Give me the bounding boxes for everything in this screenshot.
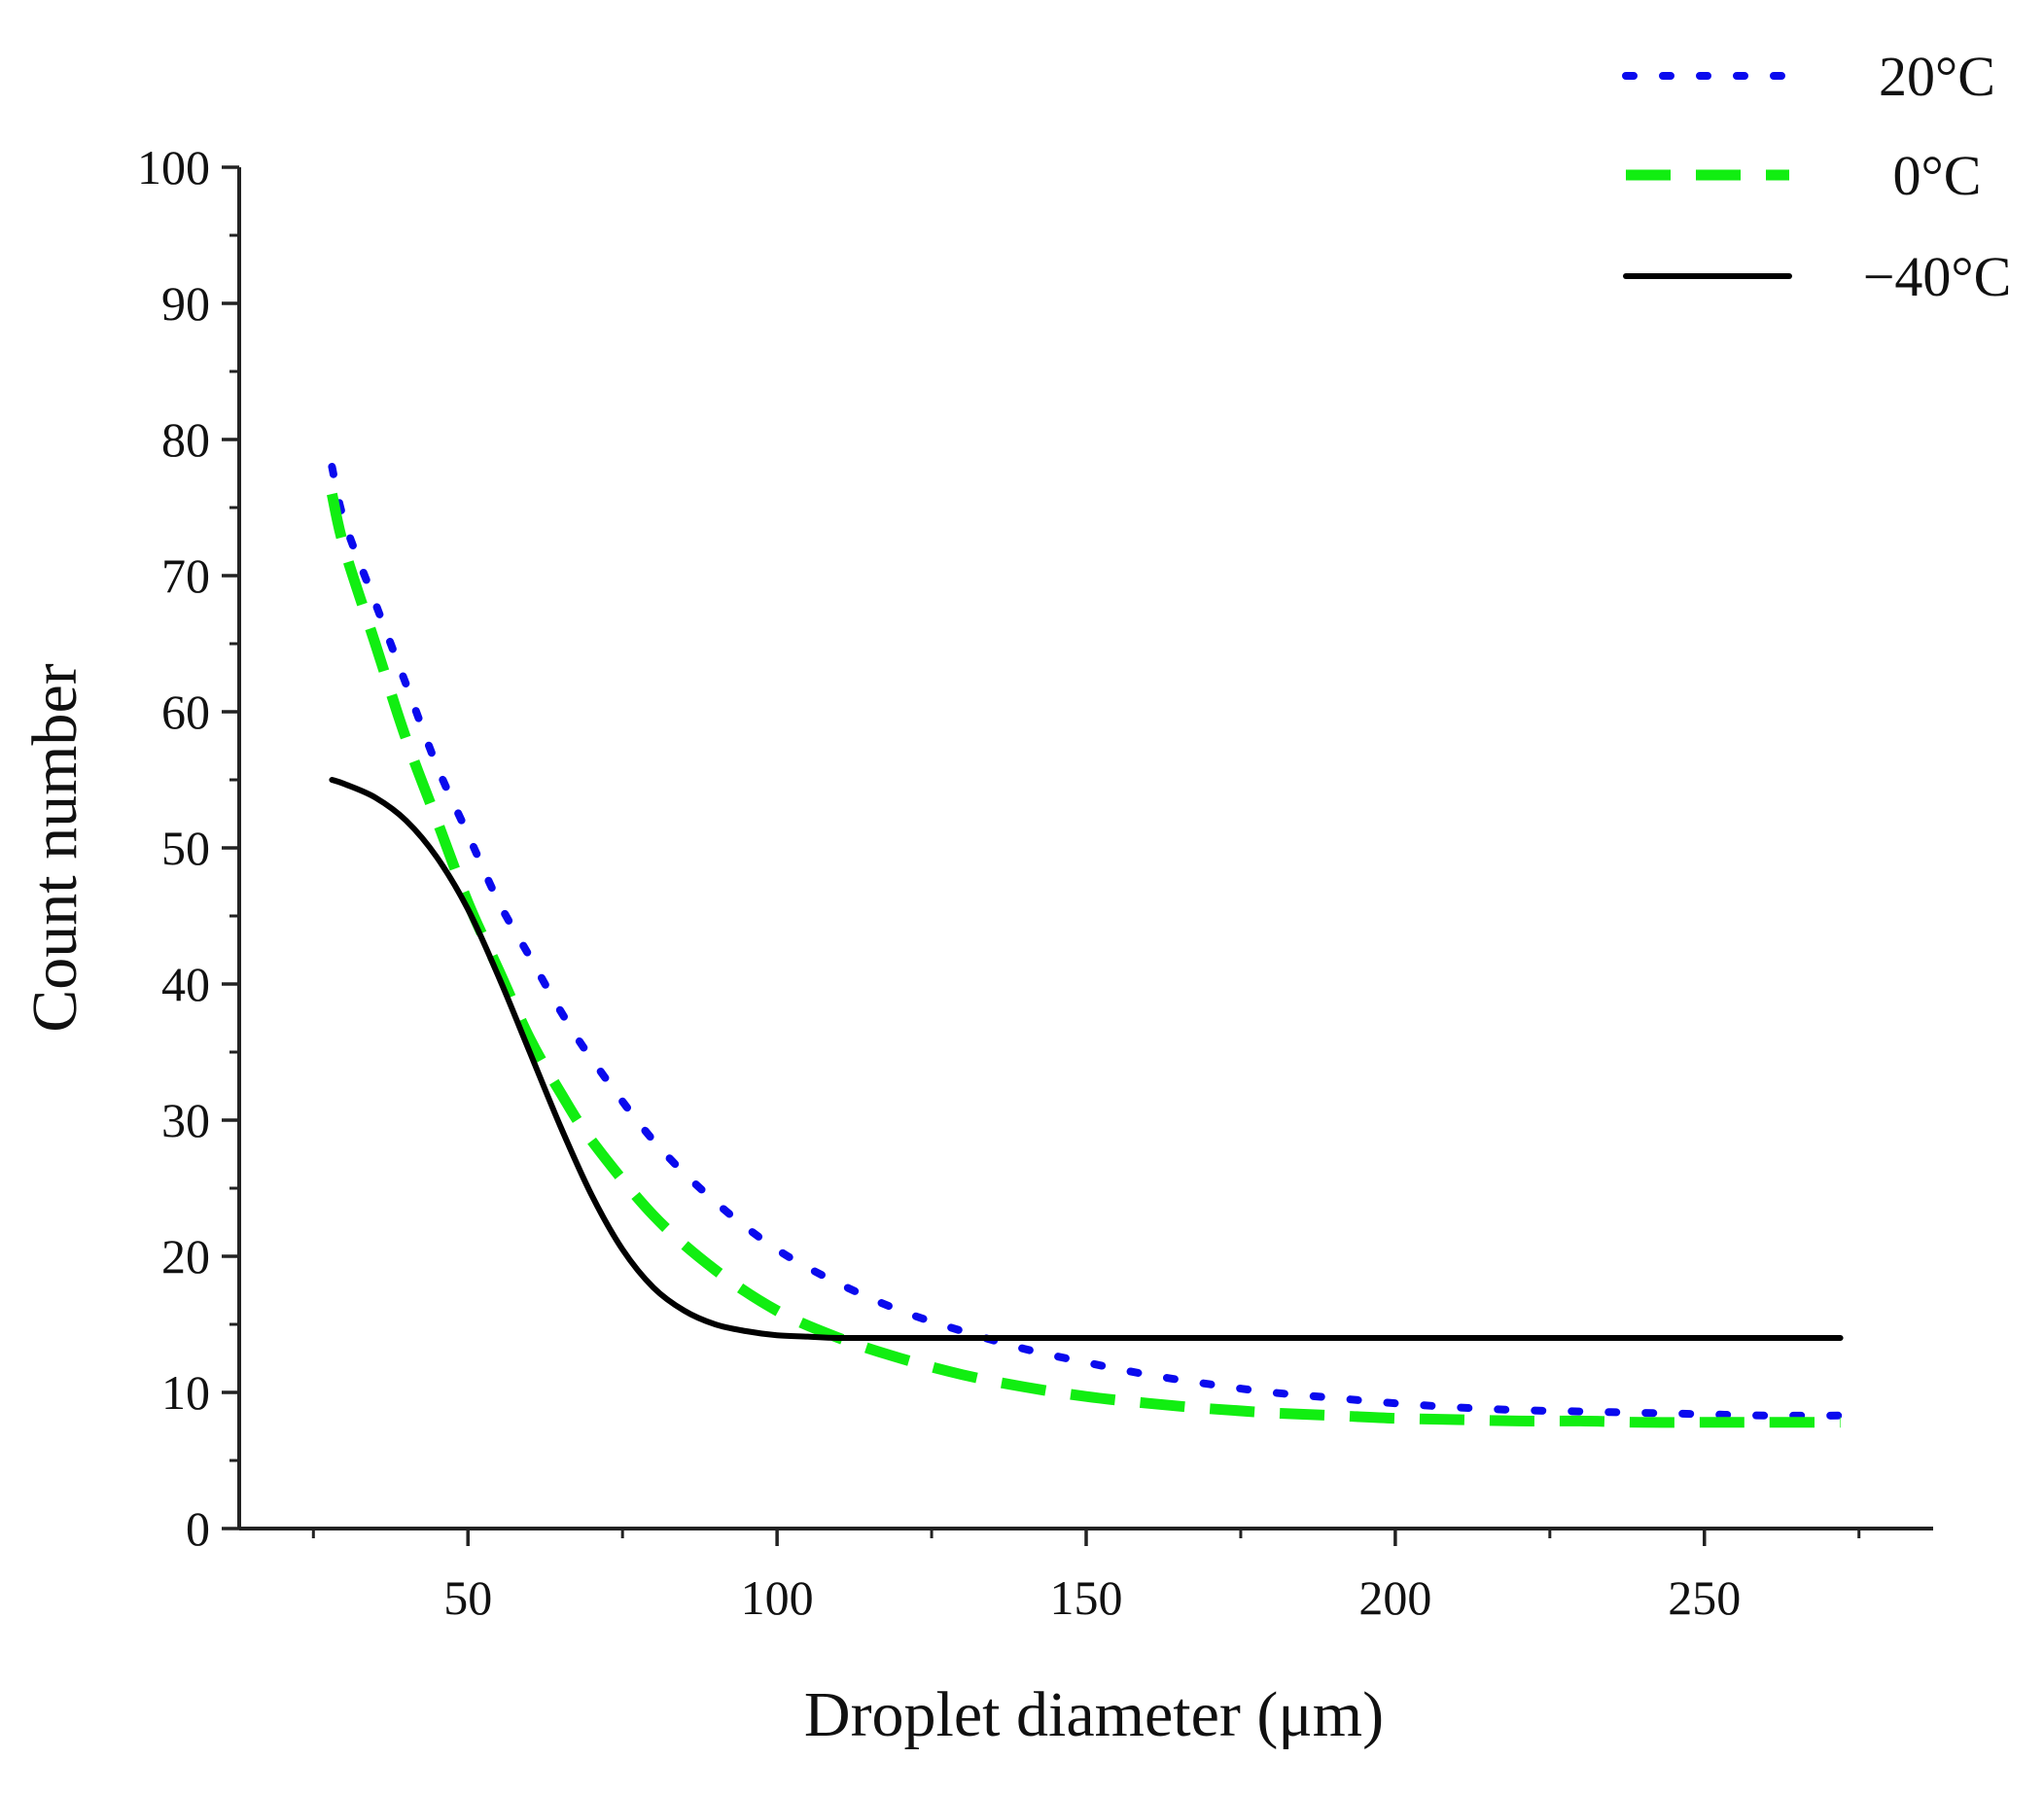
plot-area: [327, 463, 1845, 1428]
legend-label-0: 20°C: [1879, 45, 1995, 108]
legend: 20°C 0°C −40°C: [1622, 45, 2012, 308]
series-line-0: [328, 463, 1845, 1420]
series-line-2: [329, 777, 1844, 1342]
y-tick-label: 30: [161, 1093, 210, 1147]
x-tick-label: 50: [443, 1570, 492, 1625]
x-tick-label: 200: [1358, 1570, 1431, 1625]
y-axis-title: Count number: [19, 663, 90, 1032]
y-tick-label: 70: [161, 548, 210, 603]
y-tick-label: 100: [137, 140, 210, 194]
legend-label-1: 0°C: [1893, 144, 1982, 207]
y-tick-label: 50: [161, 821, 210, 875]
y-tick-label: 60: [161, 685, 210, 739]
x-tick-label: 250: [1668, 1570, 1741, 1625]
y-tick-label: 0: [186, 1501, 210, 1556]
y-tick-label: 20: [161, 1229, 210, 1284]
y-tick-label: 40: [161, 957, 210, 1011]
y-tick-label: 90: [161, 276, 210, 331]
axes: 0 10 20 30 40 50 60 70 80 90 100 50 100 150 200 250: [137, 140, 1933, 1625]
legend-label-2: −40°C: [1863, 245, 2012, 308]
x-tick-label: 150: [1050, 1570, 1123, 1625]
x-tick-label: 100: [741, 1570, 814, 1625]
y-tick-label: 10: [161, 1365, 210, 1420]
y-tick-label: 80: [161, 412, 210, 467]
x-axis-title: Droplet diameter (μm): [804, 1679, 1384, 1750]
series-line-1: [327, 492, 1841, 1428]
